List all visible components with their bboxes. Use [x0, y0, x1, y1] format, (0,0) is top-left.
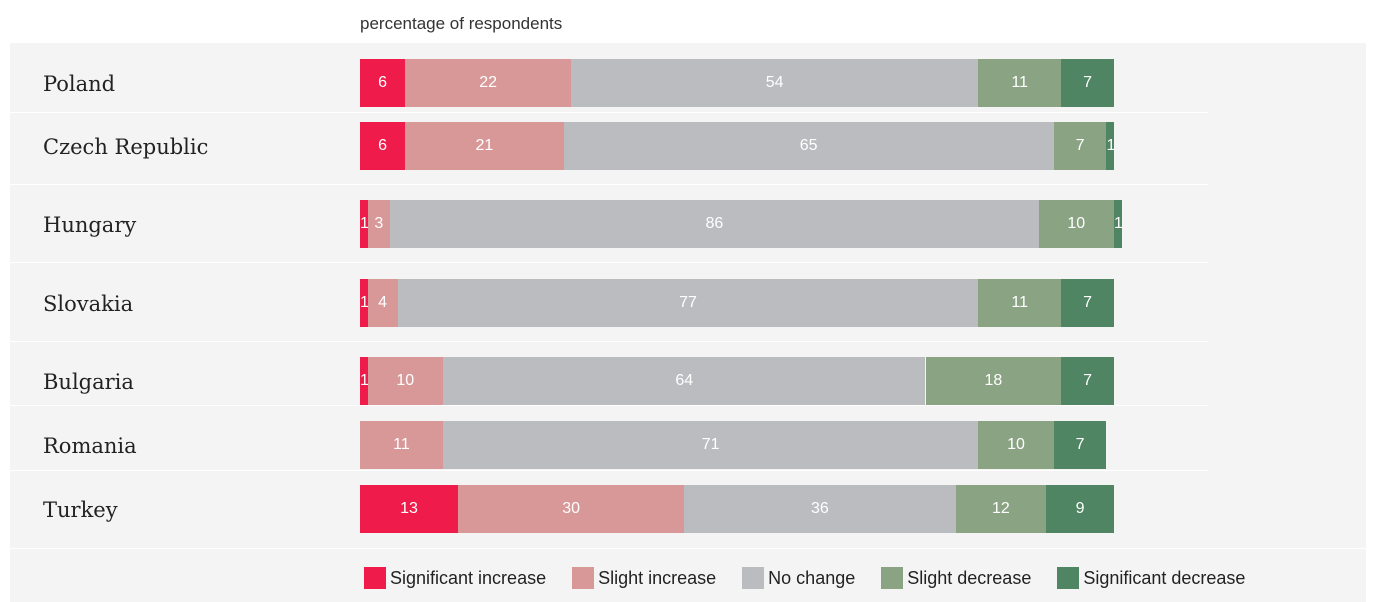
- bar-segment: 22: [405, 59, 572, 107]
- bar-segment: 7: [1053, 421, 1107, 469]
- bar-segment: 7: [1053, 122, 1107, 170]
- country-label: Turkey: [43, 498, 118, 522]
- bar-segment: 3: [367, 200, 391, 248]
- chart-subtitle: percentage of respondents: [360, 14, 563, 33]
- legend-label: Slight increase: [598, 567, 717, 588]
- bar-segment: 1: [1106, 122, 1114, 170]
- legend-label: Slight decrease: [907, 567, 1032, 588]
- bar-segment: 64: [442, 357, 926, 405]
- bar-segment: 18: [925, 357, 1062, 405]
- bar-segment: 71: [442, 421, 979, 469]
- bar-segment: 11: [978, 279, 1062, 327]
- bar-segment: 13: [360, 485, 459, 533]
- legend-item: Significant increase: [364, 567, 546, 589]
- bar-segment: 10: [1038, 200, 1114, 248]
- bar-segment: 7: [1061, 357, 1114, 405]
- row-separator: [10, 341, 1208, 342]
- bar-segment: 6: [360, 59, 406, 107]
- legend-label: Significant increase: [390, 567, 547, 588]
- country-label: Romania: [43, 434, 137, 458]
- legend-swatch: [742, 567, 765, 589]
- bar-segment: 1: [360, 200, 368, 248]
- legend-swatch: [364, 567, 386, 589]
- bar-segment: 4: [367, 279, 398, 327]
- country-label: Czech Republic: [43, 135, 209, 159]
- bar-segment: 54: [571, 59, 979, 107]
- bar-segment: 12: [955, 485, 1047, 533]
- bar-segment: 77: [397, 279, 979, 327]
- bar-segment: 9: [1046, 485, 1114, 533]
- legend-swatch: [572, 567, 595, 589]
- bar-segment: 1: [360, 279, 368, 327]
- country-label: Poland: [43, 72, 116, 96]
- bar-segment: 11: [360, 421, 443, 469]
- bar-segment: 86: [390, 200, 1039, 248]
- country-label: Hungary: [43, 213, 137, 237]
- row-separator: [10, 470, 1208, 471]
- legend-item: No change: [742, 567, 855, 589]
- legend-swatch: [1057, 567, 1080, 589]
- legend-label: No change: [768, 567, 856, 588]
- bar-segment: 6: [360, 122, 406, 170]
- legend-item: Slight decrease: [881, 567, 1031, 589]
- bar-segment: 21: [405, 122, 564, 170]
- bar-segment: 7: [1061, 279, 1114, 327]
- legend-label: Significant decrease: [1083, 567, 1246, 588]
- bar-segment: 7: [1061, 59, 1114, 107]
- bar-segment: 10: [367, 357, 443, 405]
- bar-segment: 11: [978, 59, 1062, 107]
- row-separator: [10, 112, 1208, 113]
- legend-separator: [10, 548, 1366, 549]
- row-separator: [10, 405, 1208, 406]
- bar-segment: 30: [458, 485, 685, 533]
- legend-item: Slight increase: [572, 567, 716, 589]
- legend-swatch: [881, 567, 904, 589]
- bar-segment: 65: [563, 122, 1054, 170]
- chart-legend: Significant increase Slight increase No ch…: [364, 566, 1245, 590]
- bar-segment: 1: [1114, 200, 1122, 248]
- bar-segment: 10: [978, 421, 1054, 469]
- legend-item: Significant decrease: [1057, 567, 1245, 589]
- country-label: Bulgaria: [43, 370, 134, 394]
- row-separator: [10, 262, 1208, 263]
- bar-segment: 36: [684, 485, 956, 533]
- country-label: Slovakia: [43, 292, 134, 316]
- row-separator: [10, 184, 1208, 185]
- bar-segment: 1: [360, 357, 368, 405]
